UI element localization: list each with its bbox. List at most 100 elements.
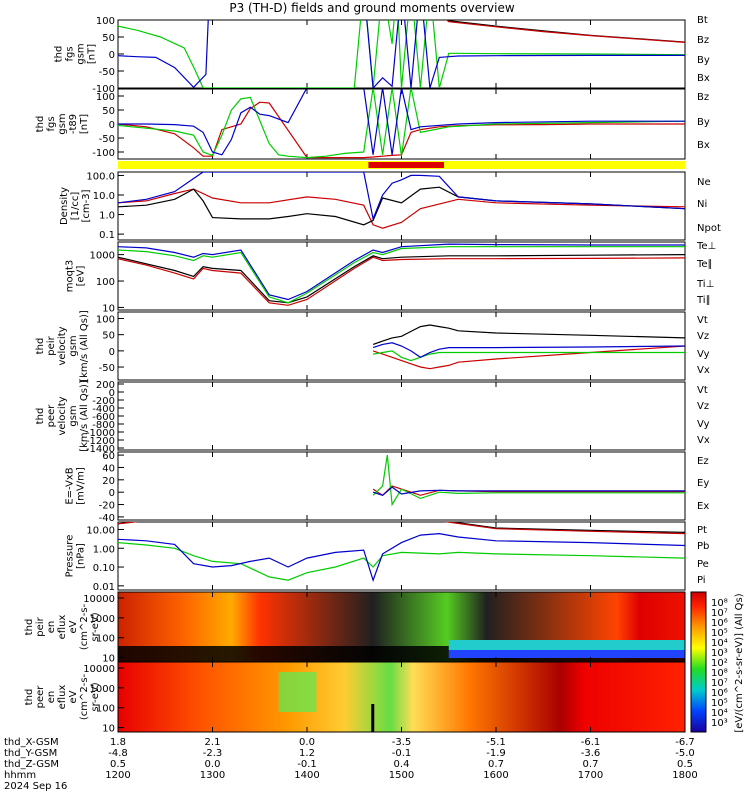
ylabel-line: [km/s (All Qs)] — [79, 380, 90, 452]
mode-bar — [118, 161, 685, 169]
xaxis-value: 1600 — [483, 770, 508, 781]
colorbar: 10⁸10⁷10⁶10⁵10⁴10³10²10⁸10⁷10⁶10⁵10⁴10³[… — [690, 591, 745, 733]
series-Pe — [118, 542, 685, 581]
xaxis-value: -4.8 — [108, 748, 128, 759]
ylabel-line: sr-eV) — [90, 682, 101, 711]
ylabel-line: peer — [46, 404, 57, 428]
ylabel-line: thd — [54, 46, 65, 63]
xaxis-value: 0.5 — [677, 759, 693, 770]
ylabel-peer-velocity: thd peer velocity gsm [km/s (All Qs)] — [35, 380, 90, 452]
ytick-label: -600 — [92, 412, 115, 423]
ylabel-line: Pressure — [65, 535, 76, 578]
xaxis-row-label: 2024 Sep 16 — [4, 781, 67, 792]
ytick-label: 100 — [96, 277, 115, 288]
series-Bz — [118, 101, 685, 159]
xaxis-value: -0.1 — [392, 748, 412, 759]
ytick-label: 1000 — [90, 684, 115, 695]
legend-entry: Bx — [697, 140, 710, 151]
series-Pb — [118, 522, 685, 535]
ytick-label: 50 — [102, 106, 115, 117]
series-Ti∥ — [118, 246, 685, 304]
ytick-label: 0 — [109, 50, 115, 61]
legend-entry: Te⊥ — [696, 241, 716, 252]
series-Bx — [118, 20, 685, 88]
ylabel-peer-eflux: thd peer en eflux eV (cm^2-s-sr-eV) — [24, 673, 101, 720]
ylabel-line: [mV/m] — [76, 467, 87, 505]
colorbar-tick: 10⁶ — [711, 618, 728, 629]
blue-band — [448, 650, 685, 658]
series-Vz — [372, 345, 685, 370]
colorbar-tick: 10⁶ — [711, 688, 728, 699]
xaxis-value: 1800 — [672, 770, 697, 781]
ytick-label: 10 — [102, 303, 115, 314]
ylabel-line: thd — [24, 619, 35, 636]
legend-fgs-t89: Bz By Bx — [697, 92, 710, 151]
ylabel-line: [nT] — [87, 44, 98, 64]
xaxis-value: 0.7 — [583, 759, 599, 770]
series-group — [372, 455, 685, 507]
ytick-label: 100 — [96, 704, 115, 715]
xaxis-row-label: thd_X-GSM — [4, 737, 59, 748]
ytick-label: 0 — [109, 388, 115, 399]
legend-entry: Bt — [697, 15, 708, 26]
series-Ne — [118, 188, 685, 229]
legend-entry: Npot — [697, 223, 721, 234]
ylabel-fgs: thd fgs gsm [nT] — [54, 43, 98, 64]
ytick-label: 100.0 — [86, 171, 115, 182]
ylabel-line: velocity — [57, 396, 68, 435]
panel-fgs-t89: 100 50 0 -50 -100 thd fgs gsm -t89 [nT] Bz By Bx — [35, 88, 710, 160]
ytick-label: -50 — [99, 67, 115, 78]
ylabel-line: [nT] — [79, 114, 90, 134]
colorbar-tick: 10⁸ — [711, 598, 728, 609]
xaxis-value: 1400 — [294, 770, 319, 781]
ylabel-density: Density [1/cc] [cm-3] — [59, 187, 92, 225]
ylabel-line: [1/cc] — [70, 192, 81, 221]
legend-entry: Ti∥ — [696, 295, 711, 306]
ylabel-temperature: moqt3 [eV] — [65, 260, 87, 293]
ylabel-line: (cm^2-s- — [79, 603, 90, 650]
ylabel-line: gsm — [76, 43, 87, 64]
series-Te⊥ — [118, 256, 685, 306]
series-group — [118, 172, 685, 229]
ylabel-line: gsm — [68, 335, 79, 356]
legend-entry: Ti⊥ — [696, 279, 714, 290]
series-Bz — [445, 20, 685, 43]
xaxis-value: -6.1 — [581, 737, 601, 748]
ytick-label: 10.0 — [93, 191, 115, 202]
panel-density: 100.0 10.0 1.0 0.1 Density [1/cc] [cm-3] Ne Ni Np… — [59, 171, 721, 241]
ylabel-line: gsm — [68, 405, 79, 426]
ylabel-line: moqt3 — [65, 260, 76, 293]
ylabel-line: eflux — [57, 615, 68, 640]
legend-entry: Bz — [697, 92, 709, 103]
ytick-label: -50 — [99, 363, 115, 374]
yticks-peir-velocity: 100 50 0 -50 — [96, 314, 124, 374]
xaxis-value: 1500 — [389, 770, 414, 781]
ylabel-line: thd — [35, 338, 46, 355]
ytick-label: 50 — [102, 331, 115, 342]
ytick-label: 200 — [96, 380, 115, 391]
series-group — [118, 20, 685, 88]
series-Te∥ — [118, 254, 685, 304]
ytick-label: 0 — [109, 488, 115, 499]
ytick-label: 1000 — [90, 614, 115, 625]
ytick-label: 100 — [96, 634, 115, 645]
ylabel-line: fgs — [65, 46, 76, 61]
legend-fgs: Bt Bz By Bx — [697, 15, 710, 84]
ylabel-line: eV — [68, 620, 79, 633]
colorbar-title: [eV/(cm^2-s-sr-eV)] (All Qs) — [734, 593, 745, 732]
xaxis-row-label: thd_Z-GSM — [4, 759, 59, 770]
legend-peir-velocity: Vt Vz Vy Vx — [697, 315, 710, 376]
yticks-density: 100.0 10.0 1.0 0.1 — [86, 171, 124, 241]
ytick-label: 0 — [109, 120, 115, 131]
colorbar-tick: 10⁷ — [711, 608, 728, 619]
ylabel-line: fgs — [46, 116, 57, 131]
legend-entry: Ne — [697, 177, 711, 188]
ytick-label: 10.00 — [86, 525, 115, 536]
ytick-label: 0.01 — [93, 582, 115, 593]
ytick-label: -400 — [92, 404, 115, 415]
